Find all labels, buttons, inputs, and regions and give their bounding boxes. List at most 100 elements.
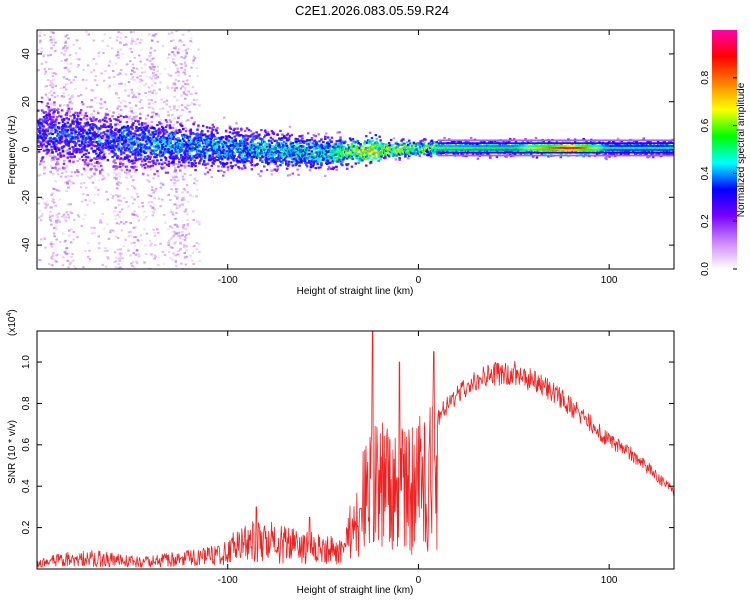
- heatmap-cell: [175, 109, 179, 112]
- heatmap-cell: [64, 118, 67, 121]
- heatmap-cell: [273, 159, 276, 162]
- heatmap-cell: [192, 58, 196, 61]
- heatmap-cell: [375, 149, 379, 152]
- heatmap-cell: [113, 251, 117, 254]
- heatmap-cell: [40, 122, 44, 125]
- heatmap-cell: [157, 141, 160, 144]
- heatmap-cell: [268, 144, 272, 147]
- heatmap-cell: [99, 98, 103, 101]
- heatmap-cell: [177, 116, 180, 119]
- heatmap-cell: [118, 140, 121, 143]
- heatmap-cell: [117, 181, 120, 184]
- heatmap-cell: [84, 158, 88, 161]
- heatmap-cell: [310, 150, 314, 153]
- heatmap-cell: [107, 148, 111, 151]
- heatmap-cell: [339, 140, 342, 143]
- heatmap-cell: [182, 139, 186, 142]
- heatmap-cell: [204, 150, 208, 153]
- heatmap-cell: [102, 159, 105, 162]
- heatmap-cell: [82, 68, 85, 71]
- heatmap-cell: [119, 257, 123, 260]
- heatmap-cell: [325, 162, 329, 166]
- heatmap-cell: [150, 125, 153, 128]
- heatmap-cell: [227, 147, 231, 150]
- heatmap-cell: [192, 59, 195, 62]
- heatmap-cell: [62, 117, 66, 121]
- heatmap-cell: [224, 143, 228, 146]
- heatmap-cell: [219, 153, 222, 156]
- heatmap-cell: [136, 38, 139, 41]
- heatmap-cell: [88, 116, 92, 119]
- heatmap-cell: [49, 154, 52, 157]
- heatmap-cell: [378, 154, 381, 157]
- heatmap-cell: [58, 241, 62, 244]
- heatmap-cell: [275, 143, 278, 146]
- heatmap-cell: [175, 154, 178, 158]
- heatmap-cell: [156, 65, 160, 68]
- heatmap-cell: [133, 198, 136, 201]
- heatmap-cell: [202, 140, 206, 143]
- heatmap-cell: [185, 245, 188, 248]
- heatmap-cell: [174, 55, 177, 58]
- heatmap-cell: [49, 84, 52, 87]
- heatmap-cell: [104, 265, 108, 268]
- heatmap-cell: [402, 138, 405, 141]
- heatmap-cell: [336, 156, 339, 159]
- heatmap-cell: [180, 114, 184, 117]
- heatmap-cell: [38, 118, 42, 121]
- heatmap-cell: [184, 127, 187, 130]
- heatmap-cell: [237, 165, 240, 169]
- heatmap-cell: [63, 104, 66, 107]
- heatmap-cell: [48, 110, 51, 113]
- heatmap-cell: [195, 67, 199, 70]
- heatmap-cell: [40, 146, 44, 149]
- heatmap-cell: [169, 209, 173, 212]
- heatmap-cell: [199, 149, 202, 153]
- heatmap-cell: [221, 151, 224, 155]
- heatmap-cell: [264, 154, 268, 157]
- heatmap-cell: [339, 136, 342, 139]
- heatmap-cell: [353, 150, 357, 153]
- heatmap-cell: [283, 140, 286, 144]
- heatmap-cell: [193, 244, 196, 247]
- heatmap-cell: [176, 196, 179, 199]
- heatmap-cell: [164, 221, 167, 224]
- heatmap-cell: [224, 141, 228, 145]
- heatmap-cell: [323, 150, 326, 154]
- heatmap-cell: [153, 254, 156, 257]
- heatmap-cell: [211, 155, 215, 158]
- heatmap-cell: [197, 139, 200, 142]
- heatmap-cell: [108, 124, 112, 128]
- heatmap-cell: [165, 124, 169, 127]
- heatmap-cell: [178, 206, 181, 209]
- heatmap-cell: [354, 141, 358, 144]
- heatmap-cell: [74, 111, 77, 114]
- heatmap-cell: [140, 71, 144, 74]
- heatmap-cell: [238, 134, 241, 137]
- heatmap-cell: [357, 142, 360, 145]
- heatmap-cell: [225, 136, 229, 139]
- heatmap-cell: [130, 117, 134, 120]
- heatmap-cell: [187, 161, 191, 164]
- heatmap-cell: [255, 136, 258, 139]
- heatmap-cell: [120, 82, 123, 85]
- heatmap-cell: [125, 63, 129, 66]
- heatmap-cell: [211, 143, 215, 146]
- heatmap-cell: [43, 236, 46, 239]
- heatmap-cell: [121, 99, 125, 102]
- heatmap-cell: [117, 222, 121, 225]
- heatmap-cell: [66, 63, 70, 66]
- heatmap-cell: [110, 125, 113, 129]
- heatmap-cell: [286, 153, 290, 156]
- heatmap-cell: [199, 159, 202, 162]
- heatmap-cell: [196, 147, 199, 150]
- heatmap-cell: [115, 54, 118, 57]
- heatmap-cell: [78, 122, 82, 125]
- heatmap-cell: [131, 265, 134, 268]
- heatmap-cell: [173, 139, 176, 142]
- heatmap-cell: [191, 138, 195, 141]
- heatmap-cell: [190, 101, 194, 104]
- heatmap-cell: [115, 118, 118, 121]
- heatmap-cell: [312, 161, 316, 164]
- heatmap-cell: [187, 90, 190, 93]
